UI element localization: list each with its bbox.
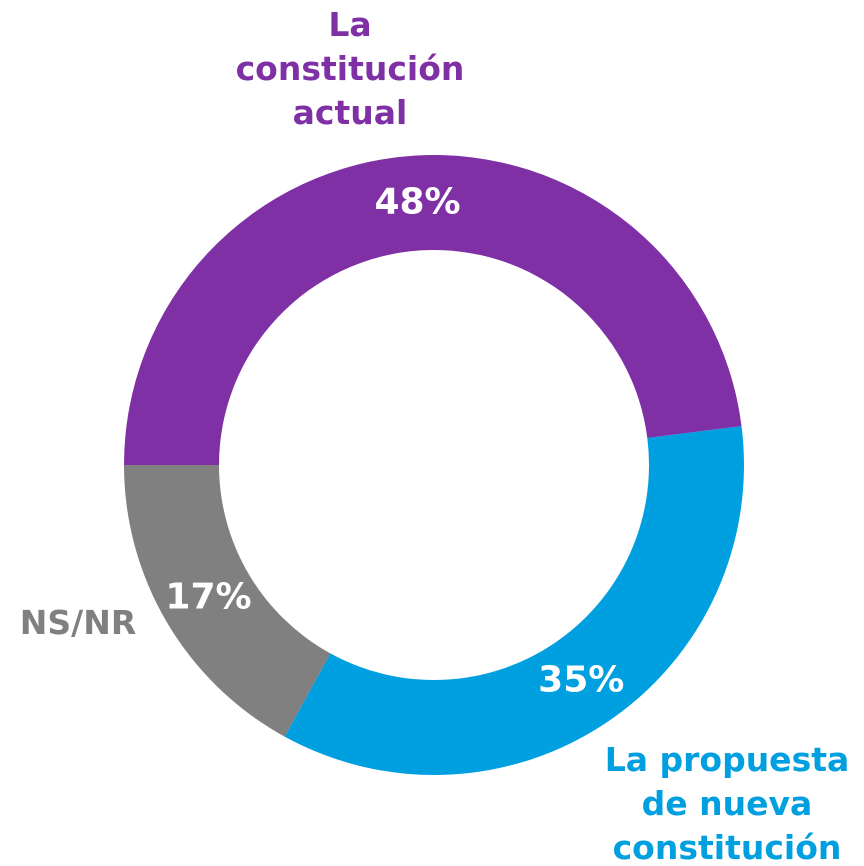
donut-segment <box>124 154 742 465</box>
donut-segment <box>124 465 331 737</box>
category-label: La constitución actual <box>235 5 465 132</box>
value-label: 48% <box>374 182 460 223</box>
value-label: 17% <box>165 576 251 617</box>
donut-segment <box>284 426 744 775</box>
category-label: NS/NR <box>19 603 137 642</box>
value-label: 35% <box>538 660 624 701</box>
category-label: La propuesta de nueva constitución <box>604 740 850 866</box>
